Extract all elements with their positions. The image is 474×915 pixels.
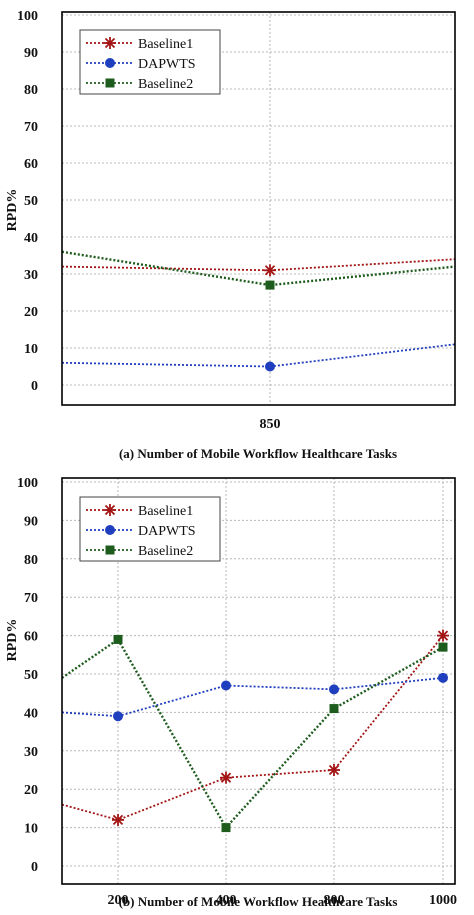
- legend-marker: [105, 545, 115, 555]
- legend-label: DAPWTS: [138, 524, 196, 539]
- y-axis-label: RPD%: [5, 189, 20, 232]
- y-tick-label: 10: [24, 822, 38, 837]
- x-axis-label: (a) Number of Mobile Workflow Healthcare…: [119, 446, 397, 461]
- y-tick-label: 10: [24, 342, 38, 357]
- x-axis-label: (b) Number of Mobile Workflow Healthcare…: [119, 894, 398, 909]
- data-point-baseline2: [265, 280, 275, 290]
- data-point-baseline1: [437, 629, 449, 642]
- y-tick-label: 70: [24, 591, 38, 606]
- legend-label: Baseline2: [138, 77, 193, 92]
- data-point-dapwts: [221, 680, 231, 691]
- data-point-baseline2: [329, 704, 339, 714]
- data-point-dapwts: [265, 361, 275, 372]
- y-tick-label: 40: [24, 706, 38, 721]
- data-point-baseline2: [221, 823, 231, 833]
- legend: Baseline1 DAPWTS Baseline2: [79, 496, 221, 562]
- data-point-baseline2: [113, 634, 123, 644]
- data-point-baseline1: [264, 264, 276, 277]
- y-tick-label: 90: [24, 514, 38, 529]
- y-tick-label: 20: [24, 783, 38, 798]
- legend-marker: [105, 525, 115, 535]
- legend-label: Baseline1: [138, 37, 193, 52]
- y-tick-label: 20: [24, 305, 38, 320]
- data-point-dapwts: [329, 684, 339, 695]
- legend-marker: [104, 37, 116, 49]
- legend-marker: [105, 58, 115, 68]
- y-tick-label: 50: [24, 668, 38, 683]
- x-tick-label: 800: [324, 893, 345, 908]
- legend-label: Baseline2: [138, 544, 193, 559]
- y-tick-label: 80: [24, 553, 38, 568]
- legend-marker: [105, 78, 115, 88]
- plot-border: [61, 477, 456, 885]
- data-point-dapwts: [113, 711, 123, 722]
- x-tick-label: 400: [216, 893, 237, 908]
- data-point-baseline2: [438, 642, 448, 652]
- x-tick-label: 200: [108, 893, 129, 908]
- data-point-baseline1: [220, 771, 232, 784]
- legend-marker: [104, 504, 116, 516]
- data-point-baseline1: [112, 813, 124, 826]
- y-tick-label: 80: [24, 83, 38, 98]
- legend-label: DAPWTS: [138, 57, 196, 72]
- data-point-dapwts: [438, 672, 448, 683]
- x-tick-label: 1000: [429, 893, 457, 908]
- chart-panel-b: 0 10 20 30 40 50 60 70 80 90 100 200 400 800 1000 Basel…: [5, 476, 457, 909]
- y-tick-label: 100: [17, 9, 38, 24]
- y-tick-label: 90: [24, 46, 38, 61]
- x-tick-label: 850: [260, 417, 281, 432]
- y-tick-label: 40: [24, 231, 38, 246]
- y-tick-label: 30: [24, 745, 38, 760]
- legend: Baseline1 DAPWTS Baseline2: [79, 29, 221, 95]
- y-tick-label: 30: [24, 268, 38, 283]
- chart-panel-a: 0 10 20 30 40 50 60 70 80 90 100 850 Baseline1 DAPWTS…: [5, 9, 456, 461]
- legend-label: Baseline1: [138, 504, 193, 519]
- plot-border: [61, 11, 456, 406]
- y-tick-label: 50: [24, 194, 38, 209]
- y-tick-label: 0: [31, 860, 38, 875]
- y-tick-label: 100: [17, 476, 38, 491]
- y-tick-label: 0: [31, 379, 38, 394]
- y-tick-label: 60: [24, 157, 38, 172]
- data-point-baseline1: [328, 764, 340, 776]
- y-tick-label: 70: [24, 120, 38, 135]
- y-tick-label: 60: [24, 630, 38, 645]
- y-axis-label: RPD%: [5, 619, 20, 662]
